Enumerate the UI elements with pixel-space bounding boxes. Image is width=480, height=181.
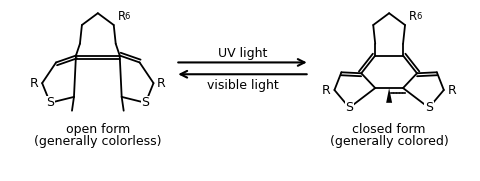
Text: S: S	[346, 101, 353, 114]
Text: (generally colored): (generally colored)	[330, 135, 448, 148]
Text: UV light: UV light	[218, 47, 267, 60]
Text: S: S	[425, 101, 433, 114]
Text: closed form: closed form	[352, 123, 426, 136]
Text: R: R	[322, 83, 331, 96]
Text: R: R	[447, 83, 456, 96]
Text: open form: open form	[66, 123, 130, 136]
Text: 6: 6	[125, 12, 130, 21]
Polygon shape	[386, 88, 392, 103]
Text: S: S	[46, 96, 54, 109]
Text: (generally colorless): (generally colorless)	[34, 135, 162, 148]
Text: S: S	[142, 96, 150, 109]
Text: R: R	[30, 77, 38, 90]
Text: 6: 6	[416, 12, 421, 21]
Text: R: R	[157, 77, 166, 90]
Text: R: R	[409, 10, 417, 23]
Text: R: R	[118, 10, 126, 23]
Text: visible light: visible light	[206, 79, 278, 92]
